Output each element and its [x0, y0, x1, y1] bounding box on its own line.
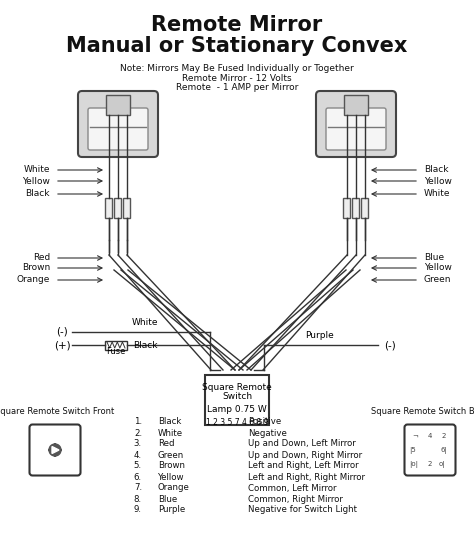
Bar	[105, 340, 127, 349]
Bar	[344, 95, 368, 115]
Text: |5: |5	[410, 447, 416, 453]
Text: Lamp 0.75 W: Lamp 0.75 W	[207, 405, 267, 414]
Text: 1.: 1.	[134, 418, 142, 427]
Text: Square Remote Switch Front: Square Remote Switch Front	[0, 407, 115, 416]
Text: 2: 2	[428, 461, 432, 467]
Text: 2.: 2.	[134, 429, 142, 438]
Text: Switch: Switch	[222, 392, 252, 401]
FancyBboxPatch shape	[88, 108, 148, 150]
Text: 6.: 6.	[134, 472, 142, 481]
Text: (-): (-)	[384, 340, 396, 350]
Text: Up and Down, Right Mirror: Up and Down, Right Mirror	[248, 451, 362, 459]
Bar	[106, 95, 130, 115]
Text: Note: Mirrors May Be Fused Individually or Together: Note: Mirrors May Be Fused Individually …	[120, 64, 354, 73]
Text: (-): (-)	[56, 327, 68, 337]
Text: Green: Green	[424, 276, 452, 285]
Text: Positive: Positive	[248, 418, 281, 427]
Text: Purple: Purple	[158, 505, 185, 514]
Text: Blue: Blue	[158, 495, 177, 504]
Text: 6|: 6|	[440, 447, 447, 453]
Text: 9.: 9.	[134, 505, 142, 514]
Text: Brown: Brown	[22, 263, 50, 272]
FancyBboxPatch shape	[404, 424, 456, 476]
Text: |o|: |o|	[410, 461, 419, 467]
Text: Blue: Blue	[424, 253, 444, 263]
Circle shape	[49, 444, 61, 456]
FancyBboxPatch shape	[326, 108, 386, 150]
Text: White: White	[132, 318, 158, 327]
Text: 3.: 3.	[134, 439, 142, 448]
Text: Green: Green	[158, 451, 184, 459]
Text: Manual or Stationary Convex: Manual or Stationary Convex	[66, 36, 408, 56]
Text: 5.: 5.	[134, 462, 142, 471]
Text: Remote  - 1 AMP per Mirror: Remote - 1 AMP per Mirror	[176, 83, 298, 92]
Text: Left and Right, Right Mirror: Left and Right, Right Mirror	[248, 472, 365, 481]
Text: Up and Down, Left Mirror: Up and Down, Left Mirror	[248, 439, 356, 448]
FancyBboxPatch shape	[78, 91, 158, 157]
Text: 7.: 7.	[134, 484, 142, 492]
Text: Common, Left Mirror: Common, Left Mirror	[248, 484, 337, 492]
Polygon shape	[52, 447, 59, 453]
Text: Common, Right Mirror: Common, Right Mirror	[248, 495, 343, 504]
Text: Yellow: Yellow	[22, 177, 50, 186]
Text: Black: Black	[158, 418, 182, 427]
Text: 4.: 4.	[134, 451, 142, 459]
Bar	[115, 198, 121, 218]
Text: Square Remote Switch Back: Square Remote Switch Back	[371, 407, 474, 416]
Text: Red: Red	[158, 439, 174, 448]
Bar	[106, 198, 112, 218]
Text: Black: Black	[26, 190, 50, 198]
Text: Square Remote: Square Remote	[202, 383, 272, 392]
FancyBboxPatch shape	[29, 424, 81, 476]
Text: Negative for Switch Light: Negative for Switch Light	[248, 505, 357, 514]
Text: 2: 2	[442, 433, 446, 439]
Text: Yellow: Yellow	[424, 177, 452, 186]
Text: Negative: Negative	[248, 429, 287, 438]
Text: White: White	[24, 165, 50, 174]
Bar	[124, 198, 130, 218]
Text: White: White	[424, 190, 450, 198]
Text: Black: Black	[424, 165, 448, 174]
Text: 1 2 3 5 7 4 6 8 9: 1 2 3 5 7 4 6 8 9	[206, 418, 268, 427]
Text: o|: o|	[439, 461, 445, 467]
Text: (+): (+)	[54, 340, 70, 350]
Text: 8.: 8.	[134, 495, 142, 504]
Bar	[353, 198, 359, 218]
Text: Black: Black	[133, 341, 157, 350]
Text: $\neg$: $\neg$	[412, 433, 419, 439]
Text: Yellow: Yellow	[158, 472, 184, 481]
Text: Yellow: Yellow	[424, 263, 452, 272]
Bar	[205, 375, 269, 425]
Text: Left and Right, Left Mirror: Left and Right, Left Mirror	[248, 462, 359, 471]
Text: Purple: Purple	[306, 331, 334, 340]
FancyBboxPatch shape	[316, 91, 396, 157]
Bar	[362, 198, 368, 218]
Text: Orange: Orange	[158, 484, 190, 492]
Text: Remote Mirror: Remote Mirror	[151, 15, 323, 35]
Text: Fuse: Fuse	[106, 347, 126, 356]
Text: White: White	[158, 429, 183, 438]
Text: Red: Red	[33, 253, 50, 263]
Text: 4: 4	[428, 433, 432, 439]
Text: Orange: Orange	[17, 276, 50, 285]
Bar	[344, 198, 350, 218]
Text: Remote Mirror - 12 Volts: Remote Mirror - 12 Volts	[182, 74, 292, 83]
Text: Brown: Brown	[158, 462, 185, 471]
